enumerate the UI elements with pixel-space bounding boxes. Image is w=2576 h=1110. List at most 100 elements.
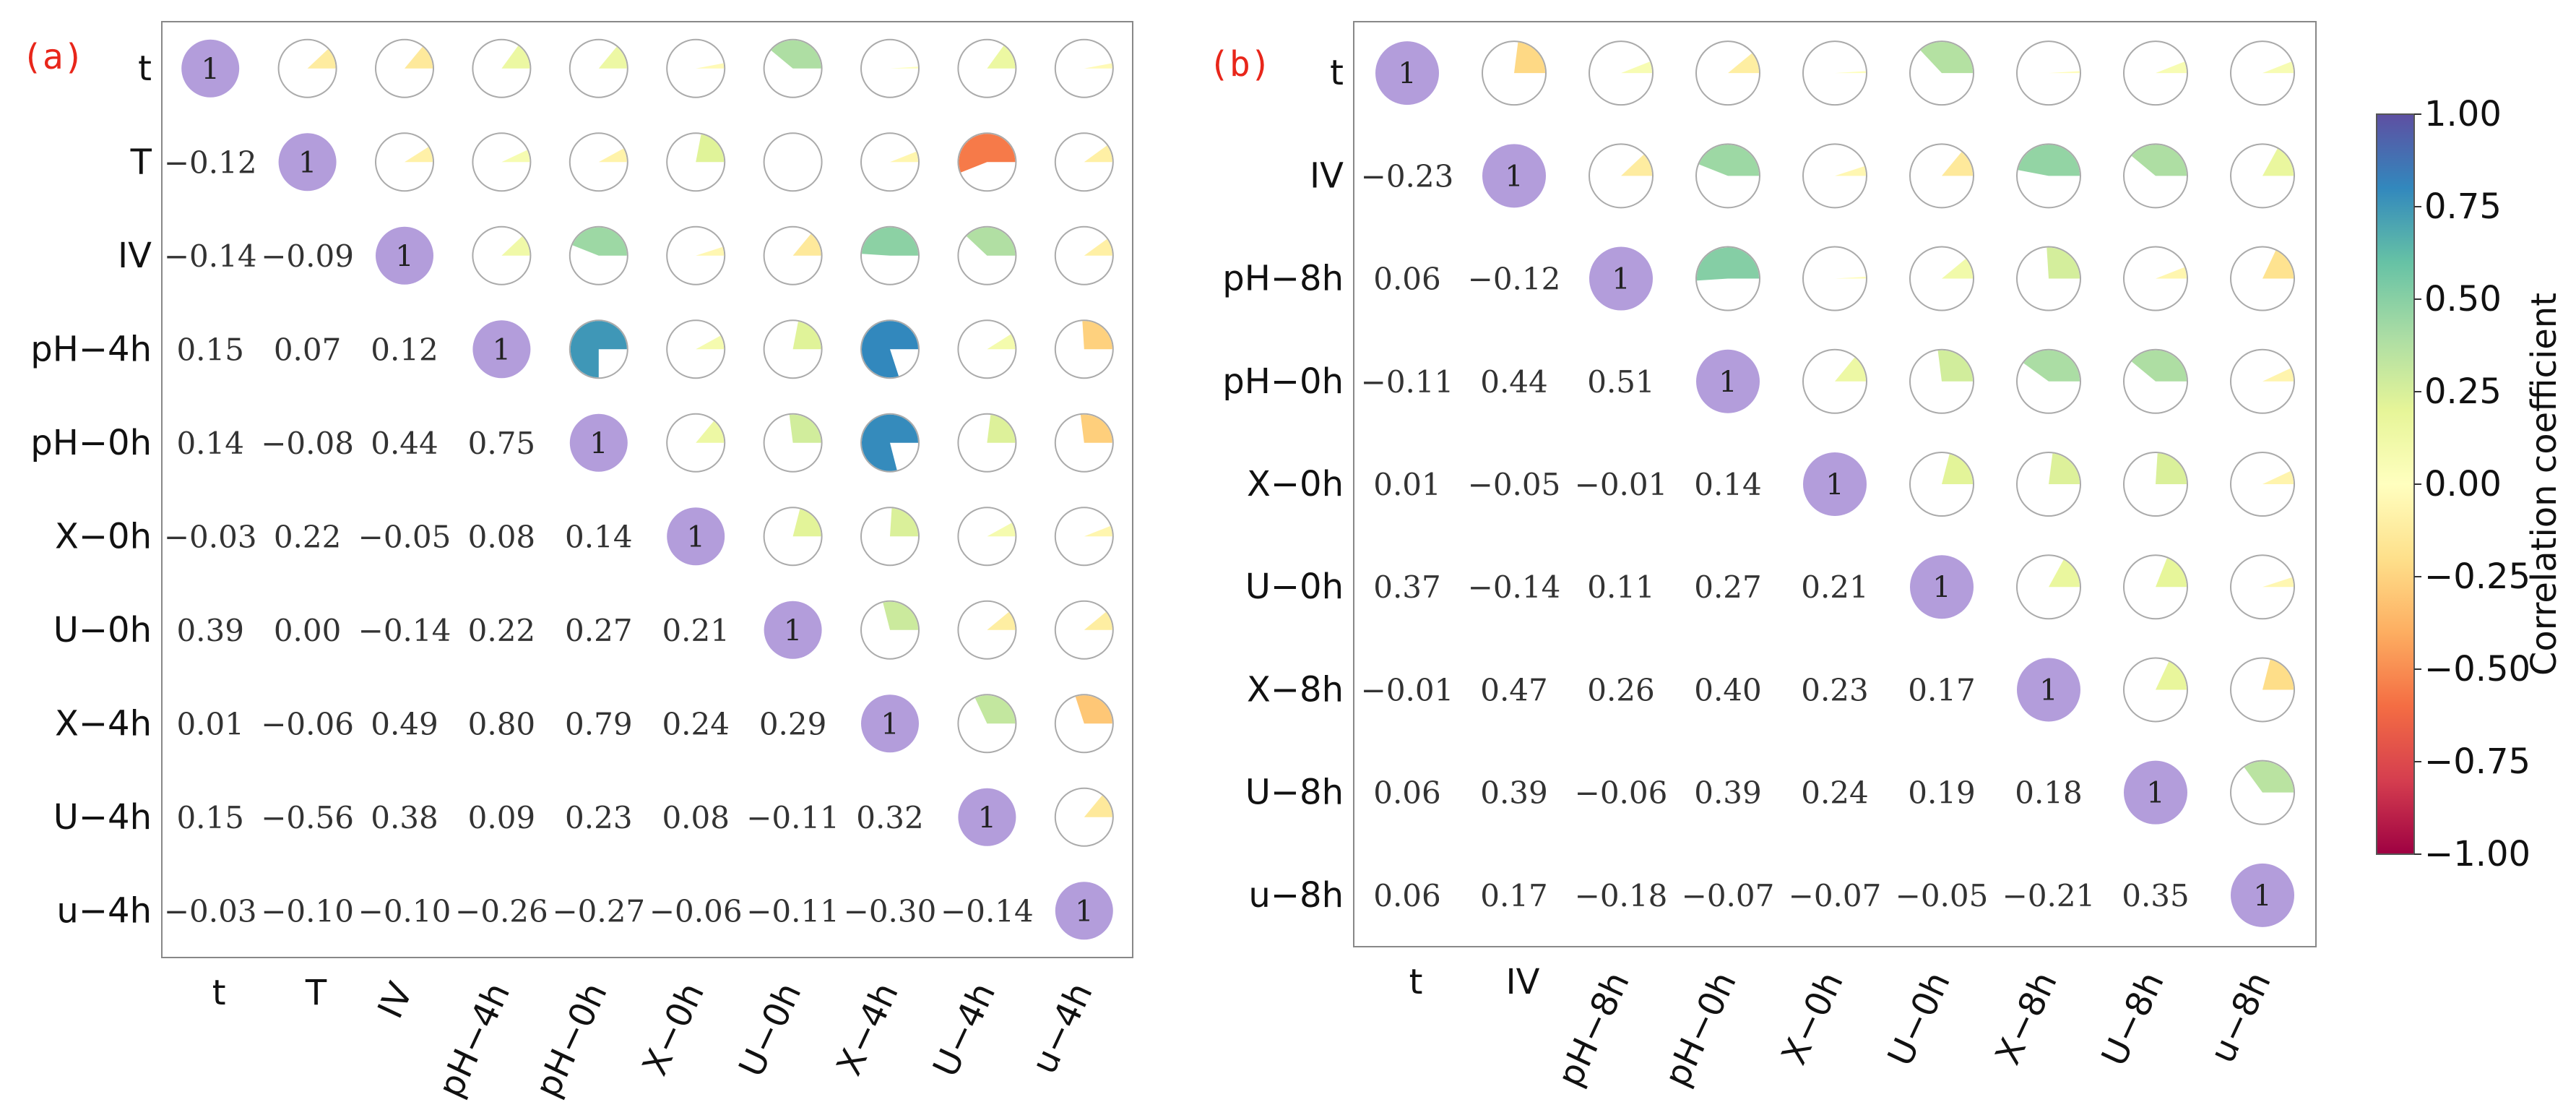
pie-outline xyxy=(860,507,920,567)
pie-outline xyxy=(472,225,532,285)
diagonal-circle xyxy=(667,507,725,566)
correlation-value: 0.32 xyxy=(856,800,924,835)
x-tick-label-ph-0h: pH−0h xyxy=(527,976,615,1103)
pie-outline xyxy=(2123,657,2188,723)
pie-slice xyxy=(1728,53,1759,74)
correlation-value: −0.14 xyxy=(358,613,451,648)
pie-outline xyxy=(957,600,1017,660)
pie-slice xyxy=(570,321,627,378)
correlation-value: −0.05 xyxy=(1896,878,1989,913)
pie-slice xyxy=(1942,454,1973,484)
diagonal-circle xyxy=(2124,760,2187,825)
pie-slice xyxy=(2262,250,2294,279)
pie-slice xyxy=(987,334,1016,350)
y-tick-label-u-8h: U−8h xyxy=(1245,773,1344,813)
pie-outline xyxy=(1802,40,1867,106)
diagonal-label: 1 xyxy=(1398,57,1416,90)
x-tick-label-ph-0h: pH−0h xyxy=(1656,965,1745,1093)
diagonal-circle xyxy=(2017,658,2080,722)
diagonal-circle xyxy=(472,320,531,379)
colorbar-tick-label: 1.00 xyxy=(2424,94,2502,134)
correlation-value: 0.39 xyxy=(176,613,244,648)
diagonal-label: 1 xyxy=(201,53,219,86)
x-tick-label-iv: IV xyxy=(370,976,421,1024)
diagonal-label: 1 xyxy=(1075,895,1093,928)
pie-outline xyxy=(763,38,823,98)
pie-outline xyxy=(860,38,920,98)
pie-slice xyxy=(1084,525,1112,537)
pie-outline xyxy=(1054,600,1114,660)
x-tick-label-ph-4h: pH−4h xyxy=(431,976,519,1103)
diagonal-label: 1 xyxy=(2039,674,2057,707)
pie-slice xyxy=(987,611,1016,630)
pie-outline xyxy=(1054,132,1114,192)
pie-slice xyxy=(1084,795,1112,817)
correlation-value: −0.30 xyxy=(844,893,937,929)
pie-slice xyxy=(966,227,1016,256)
y-tick-label-x-0h: X−0h xyxy=(1247,464,1344,504)
correlation-value: 0.06 xyxy=(1373,775,1441,811)
pie-outline xyxy=(2230,760,2295,825)
pie-slice xyxy=(2049,71,2080,74)
pie-slice xyxy=(2046,247,2080,279)
correlation-value: 0.14 xyxy=(565,519,633,554)
pie-outline xyxy=(763,319,823,379)
correlation-value: −0.14 xyxy=(1468,569,1561,605)
pie-outline xyxy=(1054,694,1114,754)
pie-outline xyxy=(1589,143,1654,209)
pie-slice xyxy=(862,321,918,378)
pie-slice xyxy=(2049,559,2080,588)
pie-slice xyxy=(307,49,336,69)
pie-slice xyxy=(2156,558,2187,588)
diagonal-circle xyxy=(1696,349,1760,413)
pie-outline xyxy=(1054,319,1114,379)
pie-slice xyxy=(2156,453,2187,484)
correlation-value: −0.12 xyxy=(164,145,257,180)
diagonal-circle xyxy=(181,39,240,98)
x-tick-label-x-0h: X−0h xyxy=(635,976,712,1081)
pie-slice xyxy=(2049,453,2080,484)
diagonal-label: 1 xyxy=(881,707,899,741)
pie-outline xyxy=(957,38,1017,98)
pie-slice xyxy=(1084,63,1112,69)
plot-frame xyxy=(1353,21,2317,947)
pie-slice xyxy=(1697,247,1759,281)
y-tick-label-u-8h: u−8h xyxy=(1248,875,1344,916)
pie-outline xyxy=(2230,246,2295,311)
correlation-value: −0.01 xyxy=(1575,467,1668,502)
x-tick-label-x-4h: X−4h xyxy=(829,976,906,1081)
y-tick-label-ph-0h: pH−0h xyxy=(1222,361,1344,402)
pie-slice xyxy=(598,46,627,69)
pie-outline xyxy=(666,38,726,98)
pie-outline xyxy=(2123,40,2188,106)
pie-outline xyxy=(666,225,726,285)
pie-outline xyxy=(2230,143,2295,209)
x-tick-label-u-4h: U−4h xyxy=(925,976,1003,1083)
correlation-value: 0.44 xyxy=(1480,364,1548,400)
y-tick-label-ph-0h: pH−0h xyxy=(30,423,152,463)
pie-slice xyxy=(890,151,918,163)
pie-outline xyxy=(1695,246,1760,311)
pie-outline xyxy=(1802,143,1867,209)
pie-slice xyxy=(1080,414,1112,443)
y-tick-label-x-8h: X−8h xyxy=(1247,669,1344,710)
correlation-value: −0.26 xyxy=(455,893,548,929)
pie-outline xyxy=(666,319,726,379)
correlation-value: 0.17 xyxy=(1480,878,1548,913)
pie-slice xyxy=(1084,238,1112,256)
pie-slice xyxy=(2244,761,2294,793)
x-tick-label-u-4h: u−4h xyxy=(1024,976,1100,1080)
colorbar-tick-label: 0.25 xyxy=(2424,371,2502,412)
pie-slice xyxy=(987,522,1016,537)
diagonal-circle xyxy=(764,601,822,659)
pie-slice xyxy=(2018,145,2080,176)
diagonal-circle xyxy=(1482,144,1546,208)
y-tick-label-x-0h: X−0h xyxy=(55,516,152,556)
pie-outline xyxy=(569,38,628,98)
pie-slice xyxy=(2131,145,2187,176)
plot-frame xyxy=(161,21,1133,958)
colorbar-tick-label: −0.25 xyxy=(2424,556,2530,597)
colorbar-tick-label: −0.75 xyxy=(2424,741,2530,782)
correlation-value: 0.00 xyxy=(274,613,342,648)
pie-outline xyxy=(860,600,920,660)
